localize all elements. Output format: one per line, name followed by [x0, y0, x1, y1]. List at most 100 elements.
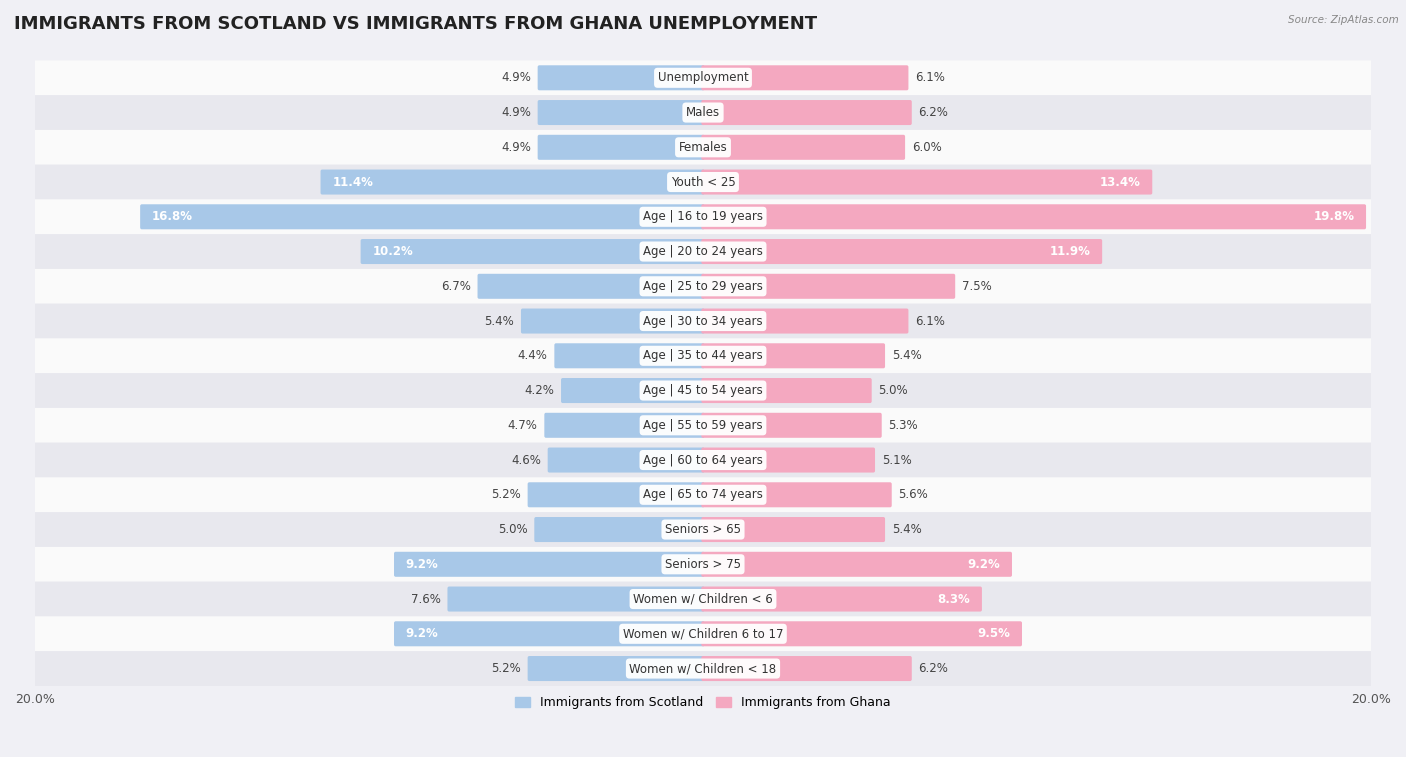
Text: 5.2%: 5.2%: [491, 488, 522, 501]
Text: 11.9%: 11.9%: [1050, 245, 1091, 258]
Text: 16.8%: 16.8%: [152, 210, 193, 223]
Text: Age | 16 to 19 years: Age | 16 to 19 years: [643, 210, 763, 223]
FancyBboxPatch shape: [702, 587, 981, 612]
Text: Source: ZipAtlas.com: Source: ZipAtlas.com: [1288, 15, 1399, 25]
Text: 5.2%: 5.2%: [491, 662, 522, 675]
FancyBboxPatch shape: [35, 408, 1371, 443]
FancyBboxPatch shape: [702, 100, 911, 125]
Text: 10.2%: 10.2%: [373, 245, 413, 258]
Text: 8.3%: 8.3%: [938, 593, 970, 606]
Text: 4.9%: 4.9%: [501, 141, 531, 154]
FancyBboxPatch shape: [702, 309, 908, 334]
FancyBboxPatch shape: [702, 656, 911, 681]
FancyBboxPatch shape: [141, 204, 704, 229]
Text: Age | 20 to 24 years: Age | 20 to 24 years: [643, 245, 763, 258]
FancyBboxPatch shape: [35, 234, 1371, 269]
FancyBboxPatch shape: [35, 165, 1371, 199]
FancyBboxPatch shape: [702, 65, 908, 90]
FancyBboxPatch shape: [702, 482, 891, 507]
FancyBboxPatch shape: [702, 378, 872, 403]
Text: 5.0%: 5.0%: [498, 523, 527, 536]
Text: 5.4%: 5.4%: [485, 315, 515, 328]
FancyBboxPatch shape: [537, 100, 704, 125]
Text: 13.4%: 13.4%: [1099, 176, 1140, 188]
Text: Unemployment: Unemployment: [658, 71, 748, 84]
FancyBboxPatch shape: [35, 373, 1371, 408]
FancyBboxPatch shape: [35, 269, 1371, 304]
Text: Age | 65 to 74 years: Age | 65 to 74 years: [643, 488, 763, 501]
FancyBboxPatch shape: [702, 170, 1153, 195]
FancyBboxPatch shape: [447, 587, 704, 612]
FancyBboxPatch shape: [534, 517, 704, 542]
FancyBboxPatch shape: [702, 135, 905, 160]
FancyBboxPatch shape: [548, 447, 704, 472]
FancyBboxPatch shape: [522, 309, 704, 334]
Text: Women w/ Children < 18: Women w/ Children < 18: [630, 662, 776, 675]
FancyBboxPatch shape: [527, 656, 704, 681]
Text: Age | 55 to 59 years: Age | 55 to 59 years: [643, 419, 763, 431]
Text: 4.9%: 4.9%: [501, 106, 531, 119]
Text: Age | 25 to 29 years: Age | 25 to 29 years: [643, 280, 763, 293]
Text: 9.5%: 9.5%: [977, 628, 1011, 640]
Text: Women w/ Children < 6: Women w/ Children < 6: [633, 593, 773, 606]
Text: 4.4%: 4.4%: [517, 349, 548, 363]
Text: 5.4%: 5.4%: [891, 523, 921, 536]
Text: 6.7%: 6.7%: [441, 280, 471, 293]
Text: Age | 30 to 34 years: Age | 30 to 34 years: [643, 315, 763, 328]
FancyBboxPatch shape: [544, 413, 704, 438]
Text: 6.0%: 6.0%: [911, 141, 942, 154]
Text: IMMIGRANTS FROM SCOTLAND VS IMMIGRANTS FROM GHANA UNEMPLOYMENT: IMMIGRANTS FROM SCOTLAND VS IMMIGRANTS F…: [14, 15, 817, 33]
Text: 7.5%: 7.5%: [962, 280, 991, 293]
Text: 5.1%: 5.1%: [882, 453, 911, 466]
Text: Women w/ Children 6 to 17: Women w/ Children 6 to 17: [623, 628, 783, 640]
FancyBboxPatch shape: [35, 547, 1371, 581]
Text: 5.4%: 5.4%: [891, 349, 921, 363]
FancyBboxPatch shape: [35, 512, 1371, 547]
Text: Seniors > 65: Seniors > 65: [665, 523, 741, 536]
Text: 6.1%: 6.1%: [915, 315, 945, 328]
FancyBboxPatch shape: [561, 378, 704, 403]
Text: 5.0%: 5.0%: [879, 384, 908, 397]
Text: Seniors > 75: Seniors > 75: [665, 558, 741, 571]
FancyBboxPatch shape: [702, 274, 955, 299]
FancyBboxPatch shape: [702, 413, 882, 438]
FancyBboxPatch shape: [35, 443, 1371, 478]
Text: Age | 60 to 64 years: Age | 60 to 64 years: [643, 453, 763, 466]
FancyBboxPatch shape: [702, 621, 1022, 646]
FancyBboxPatch shape: [702, 517, 884, 542]
FancyBboxPatch shape: [35, 199, 1371, 234]
Text: 11.4%: 11.4%: [332, 176, 373, 188]
Text: 5.6%: 5.6%: [898, 488, 928, 501]
Text: Age | 45 to 54 years: Age | 45 to 54 years: [643, 384, 763, 397]
FancyBboxPatch shape: [35, 478, 1371, 512]
FancyBboxPatch shape: [478, 274, 704, 299]
FancyBboxPatch shape: [35, 130, 1371, 165]
FancyBboxPatch shape: [702, 343, 884, 369]
FancyBboxPatch shape: [394, 552, 704, 577]
Text: Youth < 25: Youth < 25: [671, 176, 735, 188]
FancyBboxPatch shape: [35, 304, 1371, 338]
FancyBboxPatch shape: [35, 616, 1371, 651]
FancyBboxPatch shape: [35, 651, 1371, 686]
FancyBboxPatch shape: [702, 204, 1367, 229]
FancyBboxPatch shape: [360, 239, 704, 264]
Text: 6.2%: 6.2%: [918, 106, 948, 119]
FancyBboxPatch shape: [537, 135, 704, 160]
FancyBboxPatch shape: [35, 61, 1371, 95]
Text: 5.3%: 5.3%: [889, 419, 918, 431]
FancyBboxPatch shape: [537, 65, 704, 90]
FancyBboxPatch shape: [35, 95, 1371, 130]
Text: Males: Males: [686, 106, 720, 119]
Text: Females: Females: [679, 141, 727, 154]
Text: Age | 35 to 44 years: Age | 35 to 44 years: [643, 349, 763, 363]
FancyBboxPatch shape: [527, 482, 704, 507]
Text: 4.9%: 4.9%: [501, 71, 531, 84]
FancyBboxPatch shape: [35, 581, 1371, 616]
FancyBboxPatch shape: [554, 343, 704, 369]
FancyBboxPatch shape: [394, 621, 704, 646]
Text: 6.1%: 6.1%: [915, 71, 945, 84]
Text: 4.2%: 4.2%: [524, 384, 554, 397]
Text: 9.2%: 9.2%: [406, 558, 439, 571]
Legend: Immigrants from Scotland, Immigrants from Ghana: Immigrants from Scotland, Immigrants fro…: [510, 691, 896, 714]
Text: 6.2%: 6.2%: [918, 662, 948, 675]
